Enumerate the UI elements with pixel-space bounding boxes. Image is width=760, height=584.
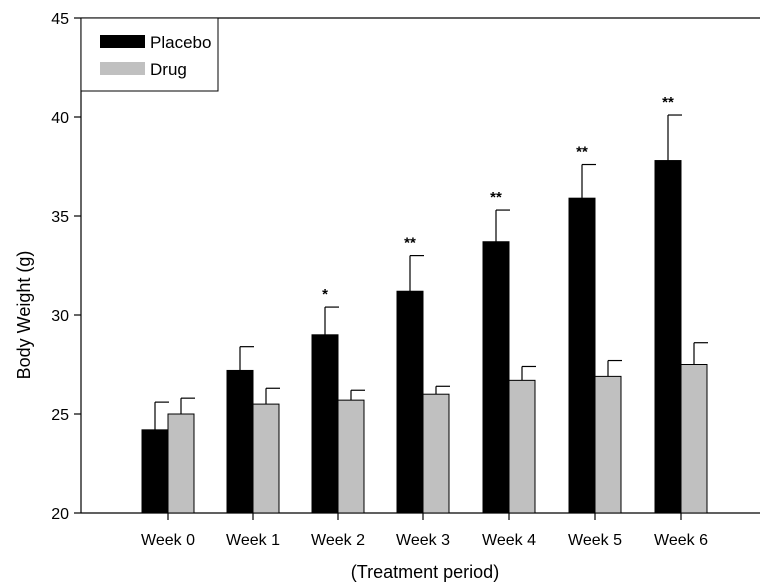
legend-box [80,17,219,92]
significance-marker: ** [404,235,416,252]
x-axis-title: (Treatment period) [351,562,499,582]
legend-label-placebo: Placebo [150,33,211,52]
legend-swatch-drug [100,62,145,75]
y-tick-label: 25 [51,407,69,424]
bar-placebo [396,290,424,514]
error-bars [154,114,708,430]
x-tick-label: Week 0 [141,532,195,549]
legend-label-drug: Drug [150,60,187,79]
y-tick-label: 20 [51,506,69,523]
bar-placebo [311,334,339,514]
bar-drug [508,379,536,514]
y-axis-title: Body Weight (g) [14,251,34,380]
bar-placebo [654,160,682,514]
y-tick-label: 45 [51,11,69,28]
bar-drug [680,364,708,514]
bar-drug [167,413,195,514]
bar-placebo [141,429,169,514]
significance-marker: * [322,286,328,303]
bars [141,160,708,514]
x-tick-label: Week 1 [226,532,280,549]
y-axis-ticks: 20 25 30 35 40 45 [51,11,81,523]
x-tick-label: Week 2 [311,532,365,549]
bar-drug [337,399,365,514]
x-tick-label: Week 6 [654,532,708,549]
bar-placebo [482,241,510,514]
x-tick-label: Week 4 [482,532,536,549]
x-tick-label: Week 5 [568,532,622,549]
y-tick-label: 40 [51,110,69,127]
bar-placebo [568,197,596,514]
significance-annotations: ********* [322,94,674,303]
legend-swatch-placebo [100,35,145,48]
bar-drug [252,403,280,514]
legend: Placebo Drug [80,17,219,92]
significance-marker: ** [576,144,588,161]
y-tick-label: 30 [51,308,69,325]
bar-drug [422,393,450,514]
significance-marker: ** [490,189,502,206]
x-axis-ticks: Week 0 Week 1 Week 2 Week 3 Week 4 Week 5 Week… [141,513,708,549]
y-tick-label: 35 [51,209,69,226]
x-tick-label: Week 3 [396,532,450,549]
significance-marker: ** [662,94,674,111]
bar-drug [594,375,622,514]
bar-placebo [226,369,254,514]
